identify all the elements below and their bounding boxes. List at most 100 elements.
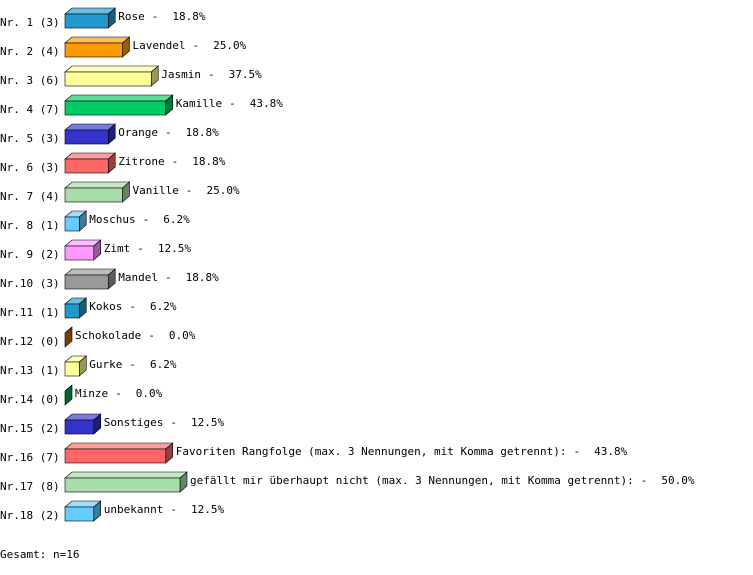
row-label: Nr. 6 (3) — [0, 161, 60, 174]
value-label: 0.0% — [169, 329, 196, 342]
bar — [64, 216, 80, 232]
row-label: Nr.15 (2) — [0, 422, 60, 435]
bar-label: Kokos - 6.2% — [89, 300, 177, 313]
bar — [64, 419, 95, 435]
row-label: Nr. 9 (2) — [0, 248, 60, 261]
bar-label: Jasmin - 37.5% — [161, 68, 262, 81]
bar-name: Lavendel — [133, 39, 186, 52]
value-label: 25.0% — [206, 184, 239, 197]
bar-name: Minze — [75, 387, 108, 400]
bar-top — [64, 65, 160, 73]
bar-label: Zitrone -18.8% — [118, 155, 225, 168]
bar-top — [64, 268, 117, 276]
bar — [64, 71, 152, 87]
separator: - — [170, 416, 177, 429]
bar-label: Orange - 18.8% — [118, 126, 219, 139]
bar-top — [64, 94, 174, 102]
bar-label: unbekannt - 12.5% — [104, 503, 225, 516]
row-label: Nr. 1 (3) — [0, 16, 60, 29]
value-label: 43.8% — [250, 97, 283, 110]
separator: - — [152, 10, 159, 23]
value-label: 6.2% — [163, 213, 190, 226]
bar-label: Zimt - 12.5% — [104, 242, 192, 255]
bar — [64, 245, 95, 261]
bar-label: Gurke - 6.2% — [89, 358, 177, 371]
separator: - — [573, 445, 580, 458]
bar-top — [64, 152, 117, 160]
bar-top — [64, 442, 174, 450]
bar-label: Vanille -25.0% — [133, 184, 240, 197]
row-label: Nr. 7 (4) — [0, 190, 60, 203]
value-label: 50.0% — [661, 474, 694, 487]
bar-label: Kamille - 43.8% — [176, 97, 283, 110]
separator: - — [641, 474, 648, 487]
bar-name: Mandel — [118, 271, 158, 284]
value-label: 43.8% — [594, 445, 627, 458]
bar-name: Schokolade — [75, 329, 141, 342]
bar — [64, 448, 167, 464]
separator: - — [129, 358, 136, 371]
bar-label: Minze - 0.0% — [75, 387, 163, 400]
separator: - — [143, 213, 150, 226]
bar-name: Zitrone — [118, 155, 164, 168]
bar-side — [64, 384, 73, 406]
separator: - — [186, 184, 193, 197]
separator: - — [148, 329, 155, 342]
value-label: 12.5% — [191, 416, 224, 429]
row-label: Nr.16 (7) — [0, 451, 60, 464]
bar — [64, 303, 80, 319]
footer: Gesamt: n=16 — [0, 548, 79, 561]
bar-name: Sonstiges — [104, 416, 164, 429]
separator: - — [170, 503, 177, 516]
bar-name: Kokos — [89, 300, 122, 313]
value-label: 12.5% — [191, 503, 224, 516]
row-label: Nr.12 (0) — [0, 335, 60, 348]
value-label: 18.8% — [192, 155, 225, 168]
bar-label: Moschus -6.2% — [89, 213, 190, 226]
row-label: Nr. 3 (6) — [0, 74, 60, 87]
separator: - — [208, 68, 215, 81]
value-label: 18.8% — [186, 271, 219, 284]
value-label: 12.5% — [158, 242, 191, 255]
bar-side — [64, 326, 73, 348]
bar-label: Rose -18.8% — [118, 10, 206, 23]
value-label: 18.8% — [172, 10, 205, 23]
bar — [64, 274, 109, 290]
separator: - — [165, 126, 172, 139]
value-label: 37.5% — [229, 68, 262, 81]
value-label: 0.0% — [136, 387, 163, 400]
bar-name: unbekannt — [104, 503, 164, 516]
bar-name: Gurke — [89, 358, 122, 371]
bar-top — [64, 471, 188, 479]
bar-label: Mandel - 18.8% — [118, 271, 219, 284]
separator: - — [172, 155, 179, 168]
row-label: Nr.10 (3) — [0, 277, 60, 290]
bar-name: gefällt mir überhaupt nicht (max. 3 Nenn… — [190, 474, 634, 487]
bar-name: Vanille — [133, 184, 179, 197]
separator: - — [137, 242, 144, 255]
bar-name: Kamille — [176, 97, 222, 110]
row-label: Nr. 8 (1) — [0, 219, 60, 232]
bar-label: Favoriten Rangfolge (max. 3 Nennungen, m… — [176, 445, 628, 458]
bar-top — [64, 181, 131, 189]
bar — [64, 13, 109, 29]
row-label: Nr. 5 (3) — [0, 132, 60, 145]
bar-name: Orange — [118, 126, 158, 139]
separator: - — [192, 39, 199, 52]
bar-top — [64, 36, 131, 44]
separator: - — [229, 97, 236, 110]
row-label: Nr.13 (1) — [0, 364, 60, 377]
bar-top — [64, 7, 117, 15]
row-label: Nr.18 (2) — [0, 509, 60, 522]
bar — [64, 506, 95, 522]
bar — [64, 129, 109, 145]
row-label: Nr.14 (0) — [0, 393, 60, 406]
bar-name: Jasmin — [161, 68, 201, 81]
bar — [64, 361, 80, 377]
bar-label: gefällt mir überhaupt nicht (max. 3 Nenn… — [190, 474, 695, 487]
bar-label: Lavendel - 25.0% — [133, 39, 247, 52]
bar — [64, 477, 181, 493]
row-label: Nr. 2 (4) — [0, 45, 60, 58]
